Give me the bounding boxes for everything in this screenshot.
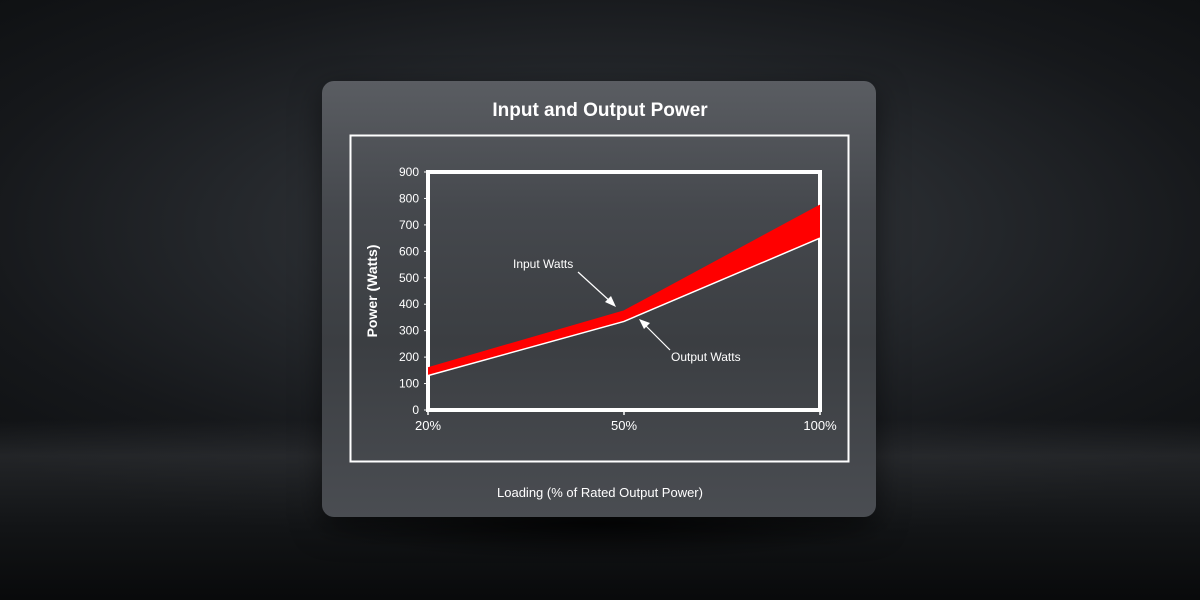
y-tick-label: 100	[399, 377, 419, 391]
annotation-arrowhead-output	[639, 319, 650, 329]
y-tick-label: 900	[399, 165, 419, 179]
plot-frame	[349, 134, 850, 463]
y-tick-label: 800	[399, 191, 419, 205]
x-tick-label: 100%	[803, 418, 837, 433]
series-line-input-watts	[427, 204, 821, 369]
x-tick-label: 20%	[415, 418, 441, 433]
annotation-output-watts: Output Watts	[671, 350, 741, 364]
chart-title: Input and Output Power	[492, 100, 708, 121]
input-output-band	[428, 205, 820, 376]
y-tick-label: 300	[399, 324, 419, 338]
series-line-output-watts	[427, 237, 821, 377]
annotation-arrow-output	[643, 323, 671, 351]
annotation-input-watts: Input Watts	[513, 257, 573, 271]
x-axis-label: Loading (% of Rated Output Power)	[497, 485, 703, 500]
annotation-arrowhead-input	[605, 296, 616, 307]
y-axis-label: Power (Watts)	[364, 245, 380, 338]
x-tick-label: 50%	[611, 418, 637, 433]
plot-area	[426, 170, 822, 412]
x-axis-ticks: 20% 50% 100%	[415, 410, 837, 433]
y-axis-ticks: 0 100 200 300 400 500 600 700 800 900	[399, 165, 428, 417]
y-tick-label: 700	[399, 218, 419, 232]
y-tick-label: 200	[399, 350, 419, 364]
y-tick-label: 600	[399, 244, 419, 258]
y-tick-label: 400	[399, 297, 419, 311]
annotation-arrow-input	[577, 271, 613, 304]
y-tick-label: 500	[399, 271, 419, 285]
chart-card	[322, 81, 876, 517]
y-tick-label: 0	[412, 403, 419, 417]
